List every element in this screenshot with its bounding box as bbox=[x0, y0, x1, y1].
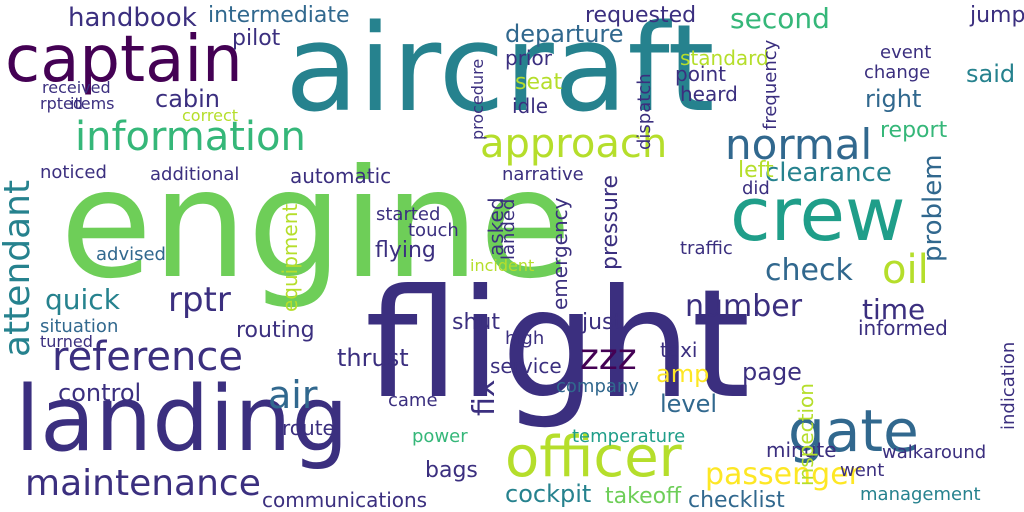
word: route bbox=[282, 416, 335, 440]
word: touch bbox=[408, 220, 459, 241]
word: second bbox=[730, 2, 830, 35]
word: engine bbox=[60, 138, 572, 312]
word: additional bbox=[150, 164, 240, 185]
word: shut bbox=[452, 310, 500, 335]
word: normal bbox=[725, 120, 873, 169]
word: checklist bbox=[688, 488, 785, 512]
word: right bbox=[865, 85, 922, 113]
word: received bbox=[42, 78, 111, 97]
word: equipment bbox=[278, 203, 302, 312]
word: seat bbox=[515, 70, 563, 95]
word: crew bbox=[730, 172, 906, 258]
word: did bbox=[742, 178, 770, 199]
word: traffic bbox=[680, 238, 733, 259]
word: noticed bbox=[40, 162, 107, 183]
word: event bbox=[880, 42, 932, 63]
word: taxi bbox=[660, 338, 698, 362]
word: just bbox=[582, 310, 623, 335]
word: walkaround bbox=[882, 442, 987, 463]
word: frequency bbox=[760, 39, 781, 130]
word: captain bbox=[5, 23, 243, 97]
word: turned bbox=[40, 332, 93, 351]
word: pilot bbox=[232, 26, 281, 51]
word: idle bbox=[512, 94, 549, 118]
word: check bbox=[765, 253, 853, 288]
word: prior bbox=[505, 46, 552, 70]
word: reference bbox=[52, 334, 243, 380]
word: oil bbox=[882, 247, 929, 293]
word: aircraft bbox=[285, 0, 715, 139]
word: cockpit bbox=[505, 480, 592, 508]
word: minute bbox=[766, 438, 837, 462]
word: flying bbox=[375, 238, 436, 263]
word: passenger bbox=[705, 457, 861, 492]
word: management bbox=[860, 484, 981, 505]
word: inspection bbox=[794, 383, 818, 486]
word: maintenance bbox=[25, 463, 261, 504]
word: problem bbox=[918, 154, 948, 262]
word: approach bbox=[480, 121, 668, 167]
word: came bbox=[388, 390, 438, 411]
word: narrative bbox=[502, 164, 584, 185]
word: information bbox=[75, 114, 306, 160]
word: quick bbox=[45, 283, 120, 316]
word: dispatch bbox=[634, 73, 655, 150]
word: amp bbox=[656, 360, 710, 388]
word: control bbox=[58, 379, 142, 407]
word: air bbox=[268, 373, 318, 417]
word: emergency bbox=[548, 197, 572, 310]
word: fix bbox=[467, 379, 502, 416]
word: officer bbox=[505, 425, 682, 490]
word: communications bbox=[262, 488, 428, 512]
word: time bbox=[862, 293, 926, 326]
word: temperature bbox=[572, 426, 686, 447]
word: landing bbox=[15, 367, 349, 472]
word: page bbox=[742, 358, 802, 386]
word: change bbox=[864, 62, 931, 83]
word: standard bbox=[680, 46, 769, 70]
word: landed bbox=[498, 198, 519, 260]
word: number bbox=[685, 289, 803, 324]
word: intermediate bbox=[208, 3, 350, 28]
word: went bbox=[840, 460, 885, 481]
word: level bbox=[660, 390, 718, 418]
word: informed bbox=[858, 316, 948, 340]
word: zzz bbox=[580, 337, 637, 378]
word: indication bbox=[998, 341, 1019, 430]
word: thrust bbox=[337, 344, 409, 372]
word: automatic bbox=[290, 164, 392, 188]
word: cabin bbox=[155, 85, 221, 113]
word: pressure bbox=[598, 174, 623, 270]
word: attendant bbox=[0, 179, 38, 357]
word: correct bbox=[182, 106, 239, 125]
word: report bbox=[880, 118, 948, 143]
word: advised bbox=[96, 244, 166, 265]
word: jump bbox=[970, 3, 1024, 28]
word: point bbox=[675, 62, 727, 86]
word: handbook bbox=[68, 3, 197, 33]
word: clearance bbox=[765, 158, 892, 188]
word: routing bbox=[236, 318, 315, 343]
word: gate bbox=[788, 397, 919, 465]
word: takeoff bbox=[605, 484, 682, 509]
word: flight bbox=[365, 258, 751, 432]
word: started bbox=[376, 204, 441, 225]
word: procedure bbox=[468, 58, 487, 140]
word: service bbox=[490, 354, 562, 378]
word: high bbox=[505, 328, 545, 349]
word: said bbox=[966, 60, 1016, 88]
word: left bbox=[738, 158, 774, 183]
word: rpted bbox=[40, 94, 84, 113]
word: power bbox=[412, 426, 468, 447]
word: situation bbox=[40, 316, 119, 337]
word: departure bbox=[505, 20, 624, 48]
word: rptr bbox=[168, 280, 231, 320]
word: items bbox=[70, 94, 115, 113]
word: requested bbox=[585, 3, 697, 28]
word: bags bbox=[425, 458, 478, 483]
word: company bbox=[556, 376, 639, 397]
word: heard bbox=[680, 82, 738, 106]
word: incident bbox=[470, 256, 535, 275]
